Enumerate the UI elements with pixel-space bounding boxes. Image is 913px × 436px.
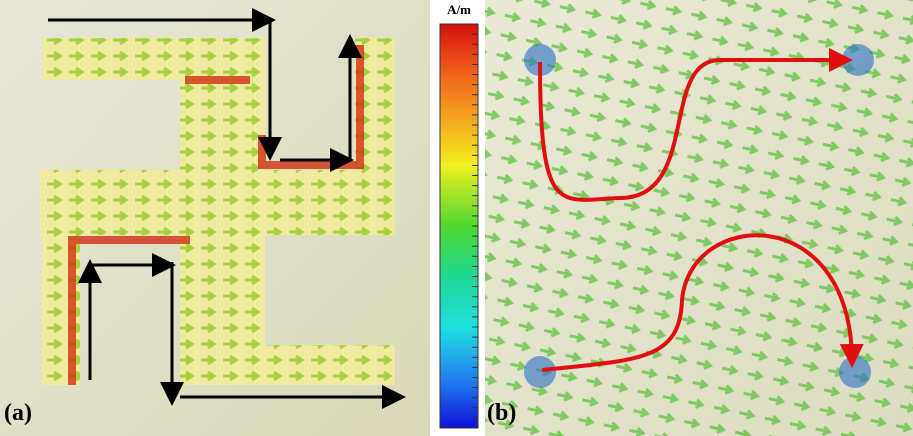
- colorbar: A/m: [439, 2, 479, 429]
- colorbar-ticks: [472, 33, 478, 419]
- colorbar-unit: A/m: [447, 2, 471, 17]
- panel-label: (b): [487, 400, 516, 426]
- current-paths: [538, 48, 864, 372]
- colorbar-gradient: [439, 23, 479, 429]
- panel-a: (a): [0, 0, 430, 436]
- panel-b: (b): [485, 0, 913, 436]
- current-paths: [48, 8, 406, 409]
- panel-label: (a): [4, 400, 32, 426]
